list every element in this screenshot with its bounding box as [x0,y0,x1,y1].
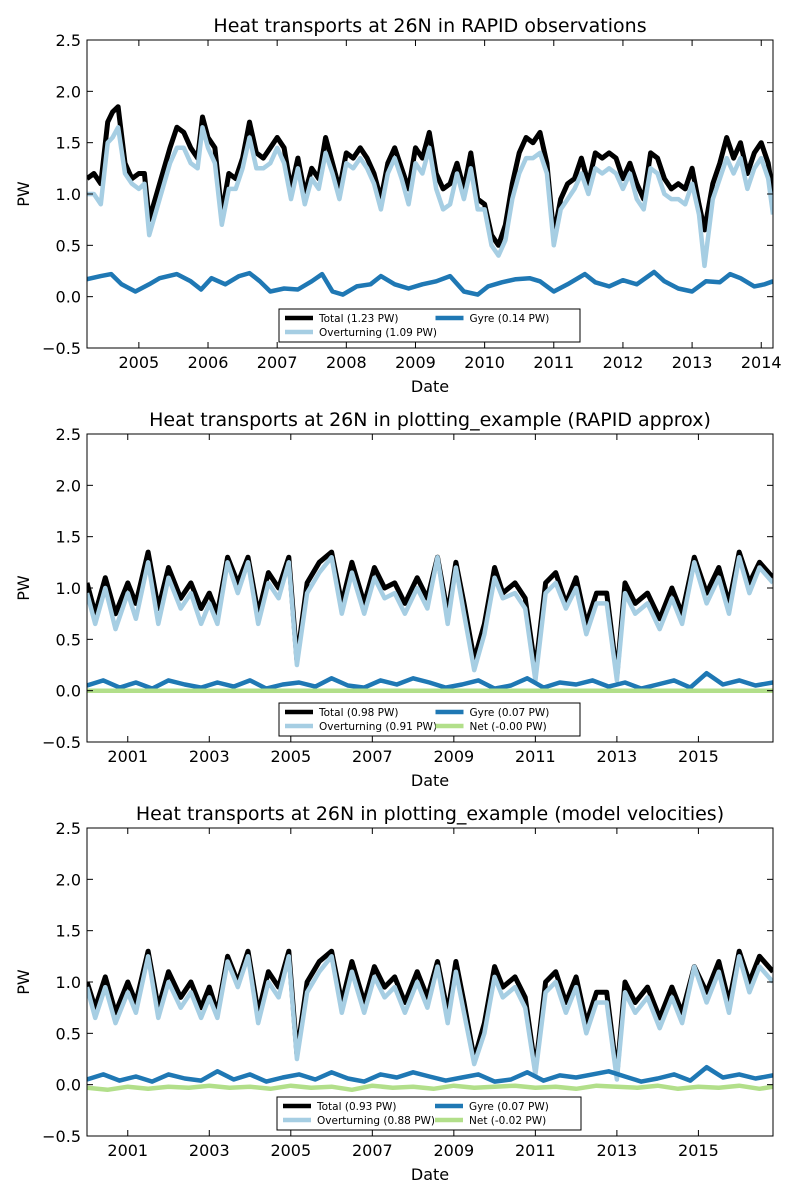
x-tick-label: 2008 [326,353,367,372]
y-tick-label: 1.5 [56,922,81,941]
x-tick-label: 2015 [678,747,719,766]
y-tick-label: 1.5 [56,528,81,547]
legend-label-4: Net (-0.02 PW) [469,1115,546,1127]
series-line-1 [87,549,773,678]
series-line-3 [87,269,773,297]
legend-label-1: Total (0.98 PW) [318,707,398,719]
chart-panel-2: Heat transports at 26N in plotting_examp… [14,409,774,790]
legend-label-4: Net (-0.00 PW) [470,721,547,733]
plot-frame [86,39,774,349]
chart-panel-1: Heat transports at 26N in RAPID observat… [14,15,782,396]
legend-box [278,308,581,343]
x-tick-label: 2006 [188,353,229,372]
chart-title: Heat transports at 26N in plotting_examp… [149,409,711,431]
y-tick-label: 1.0 [56,579,81,598]
y-tick-label: 0.0 [56,288,81,307]
y-axis-label: PW [14,181,33,207]
y-tick-label: 0.0 [56,1076,81,1095]
y-tick-label: −0.5 [42,1127,81,1146]
y-tick-label: 0.0 [56,682,81,701]
legend-label-3: Gyre (0.14 PW) [470,313,550,325]
legend-label-2: Overturning (0.88 PW) [317,1115,435,1127]
legend-box [278,702,581,737]
y-tick-label: 2.0 [56,82,81,101]
x-tick-label: 2001 [107,747,148,766]
x-tick-label: 2007 [257,353,298,372]
legend: Total (1.23 PW) Overturning (1.09 PW) Gyre… [278,308,581,343]
x-tick-label: 2011 [515,747,556,766]
series-line-3 [87,670,773,691]
x-axis-label: Date [411,377,449,396]
y-tick-label: −0.5 [42,733,81,752]
x-tick-label: 2005 [270,747,311,766]
legend-label-3: Gyre (0.07 PW) [470,707,550,719]
series-line-1 [87,948,773,1077]
series-group [87,549,773,693]
x-tick-label: 2001 [107,1141,148,1160]
x-tick-label: 2007 [352,1141,393,1160]
legend-label-3: Gyre (0.07 PW) [469,1101,549,1113]
legend: Total (0.98 PW) Overturning (0.91 PW) Gyre… [278,702,581,737]
y-tick-label: 1.0 [56,973,81,992]
y-tick-label: −0.5 [42,339,81,358]
y-tick-label: 2.0 [56,476,81,495]
x-tick-label: 2009 [433,1141,474,1160]
x-tick-label: 2009 [395,353,436,372]
x-tick-label: 2003 [189,1141,230,1160]
x-tick-label: 2013 [597,1141,638,1160]
y-tick-label: 2.0 [56,870,81,889]
legend-label-1: Total (1.23 PW) [318,313,398,325]
x-tick-label: 2005 [270,1141,311,1160]
series-line-2 [87,125,773,269]
x-axis-label: Date [411,1165,449,1184]
legend-label-2: Overturning (1.09 PW) [319,327,437,339]
y-tick-label: 0.5 [56,630,81,649]
series-line-2 [87,554,773,683]
y-tick-label: 2.5 [56,425,81,444]
series-line-1 [87,104,773,248]
legend-box [276,1096,582,1131]
x-tick-label: 2011 [533,353,574,372]
x-tick-label: 2010 [464,353,505,372]
y-tick-label: 0.5 [56,1024,81,1043]
series-group [87,104,773,297]
series-line-2 [87,954,773,1082]
y-tick-label: 0.5 [56,236,81,255]
chart-panel-3: Heat transports at 26N in plotting_examp… [14,803,774,1184]
x-tick-label: 2011 [515,1141,556,1160]
legend-label-2: Overturning (0.91 PW) [319,721,437,733]
x-tick-label: 2003 [189,747,230,766]
series-line-4 [87,1083,773,1093]
x-axis-label: Date [411,771,449,790]
x-tick-label: 2012 [603,353,644,372]
y-tick-label: 2.5 [56,31,81,50]
x-tick-label: 2009 [433,747,474,766]
series-line-3 [87,1064,773,1084]
x-tick-label: 2005 [119,353,160,372]
legend-label-1: Total (0.93 PW) [316,1101,396,1113]
y-tick-label: 2.5 [56,819,81,838]
x-tick-label: 2007 [352,747,393,766]
y-tick-label: 1.5 [56,134,81,153]
series-group [87,948,773,1093]
x-tick-label: 2013 [672,353,713,372]
x-tick-label: 2013 [597,747,638,766]
y-axis-label: PW [14,575,33,601]
y-tick-label: 1.0 [56,185,81,204]
chart-title: Heat transports at 26N in RAPID observat… [213,15,646,37]
chart-title: Heat transports at 26N in plotting_examp… [136,803,724,825]
y-axis-label: PW [14,969,33,995]
legend: Total (0.93 PW) Overturning (0.88 PW) Gyre… [276,1096,582,1131]
x-tick-label: 2014 [741,353,782,372]
x-tick-label: 2015 [678,1141,719,1160]
